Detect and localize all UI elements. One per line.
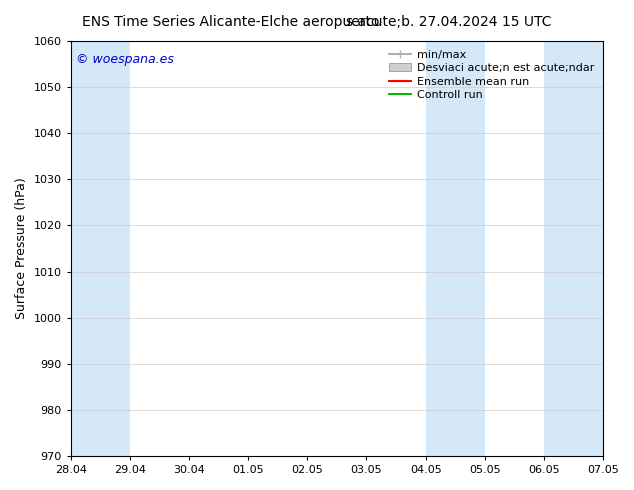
Text: s acute;b. 27.04.2024 15 UTC: s acute;b. 27.04.2024 15 UTC	[346, 15, 552, 29]
Legend: min/max, Desviaci acute;n est acute;ndar, Ensemble mean run, Controll run: min/max, Desviaci acute;n est acute;ndar…	[385, 47, 598, 103]
Bar	[71, 41, 130, 456]
Bar	[544, 41, 603, 456]
Y-axis label: Surface Pressure (hPa): Surface Pressure (hPa)	[15, 178, 28, 319]
Bar	[425, 41, 485, 456]
Text: ENS Time Series Alicante-Elche aeropuerto: ENS Time Series Alicante-Elche aeropuert…	[82, 15, 380, 29]
Text: © woespana.es: © woespana.es	[76, 53, 174, 67]
